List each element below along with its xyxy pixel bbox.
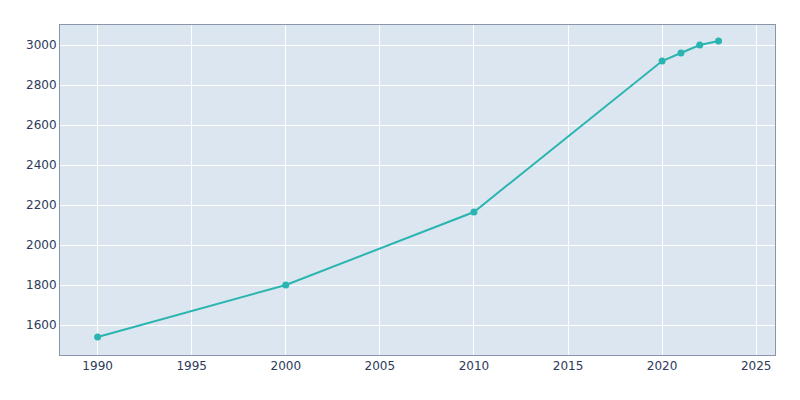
svg-text:2200: 2200 [26,198,57,212]
svg-text:1600: 1600 [26,318,57,332]
svg-text:2000: 2000 [271,359,302,373]
svg-text:2010: 2010 [459,359,490,373]
svg-text:1990: 1990 [82,359,113,373]
svg-text:2400: 2400 [26,158,57,172]
svg-text:2015: 2015 [553,359,584,373]
svg-text:2600: 2600 [26,118,57,132]
svg-text:1995: 1995 [176,359,207,373]
svg-text:2025: 2025 [741,359,772,373]
svg-text:2020: 2020 [647,359,678,373]
svg-text:2000: 2000 [26,238,57,252]
svg-text:2005: 2005 [365,359,396,373]
svg-text:1800: 1800 [26,278,57,292]
svg-text:3000: 3000 [26,38,57,52]
svg-text:2800: 2800 [26,78,57,92]
